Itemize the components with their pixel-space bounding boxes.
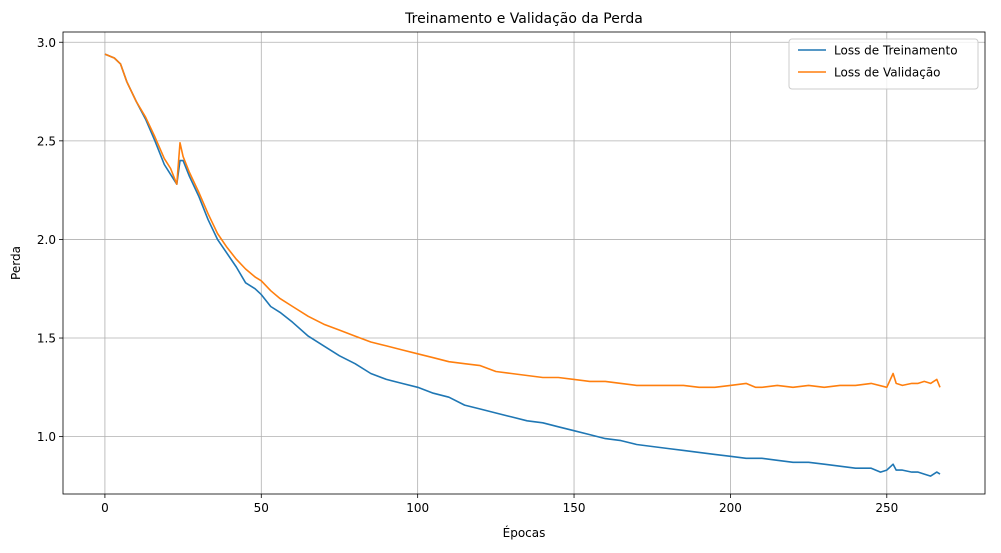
y-tick-label: 1.5: [37, 332, 56, 346]
x-tick-label: 200: [719, 501, 742, 515]
x-tick-label: 0: [101, 501, 109, 515]
y-tick-label: 1.0: [37, 430, 56, 444]
x-tick-label: 100: [406, 501, 429, 515]
chart-title: Treinamento e Validação da Perda: [404, 11, 643, 27]
y-tick-label: 2.5: [37, 134, 56, 148]
y-tick-label: 3.0: [37, 36, 56, 50]
x-tick-label: 250: [875, 501, 898, 515]
x-tick-label: 150: [563, 501, 586, 515]
y-axis-ticks: 1.0 1.5 2.0 2.5 3.0: [37, 36, 63, 444]
x-tick-label: 50: [254, 501, 269, 515]
y-axis-label: Perda: [9, 246, 23, 280]
series-lines: [104, 53, 941, 477]
x-axis-ticks: 0 50 100 150 200 250: [101, 494, 898, 515]
legend-label-training: Loss de Treinamento: [834, 44, 958, 58]
series-line-training: [104, 53, 941, 477]
series-line-validation: [104, 53, 941, 389]
plot-area-frame: [62, 31, 986, 495]
legend-label-validation: Loss de Validação: [834, 66, 941, 80]
legend-box: [788, 38, 979, 90]
y-tick-label: 2.0: [37, 233, 56, 247]
legend: Loss de Treinamento Loss de Validação: [788, 38, 979, 90]
x-axis-label: Épocas: [503, 525, 546, 540]
